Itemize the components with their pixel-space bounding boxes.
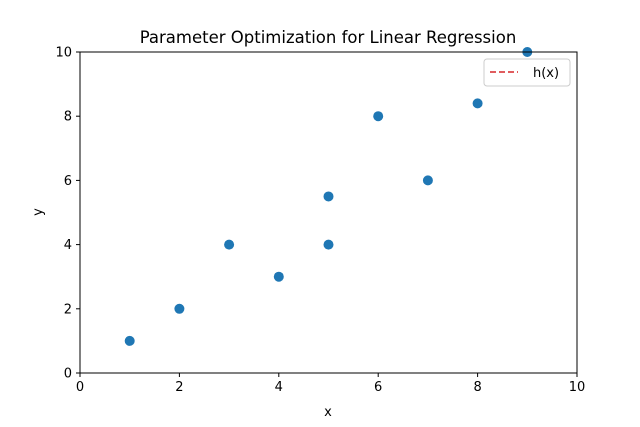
data-points [124,47,533,346]
chart-title: Parameter Optimization for Linear Regres… [140,28,517,47]
plot-frame [79,51,578,374]
x-axis-label: x [324,405,332,420]
axis-ticks: 0 2 4 6 8 10 0 2 4 6 8 10 [55,46,585,396]
x-tick-label: 6 [374,380,382,395]
legend-label-h-x: h(x) [533,66,559,81]
x-tick-label: 4 [275,380,283,395]
data-point [373,111,384,122]
data-point [472,98,483,109]
y-tick-label: 10 [55,46,72,61]
data-point [174,303,185,314]
data-point [422,175,433,186]
y-tick-label: 0 [64,367,72,382]
legend-box [483,58,571,87]
x-tick-label: 2 [175,380,183,395]
data-point [323,191,334,202]
data-point [124,335,135,346]
y-tick-label: 8 [64,110,72,125]
x-tick-label: 8 [473,380,481,395]
data-point [323,239,334,250]
data-point [273,271,284,282]
data-point [224,239,235,250]
y-tick-label: 4 [64,238,72,253]
y-tick-label: 2 [64,302,72,317]
y-tick-label: 6 [64,174,72,189]
x-tick-label: 0 [76,380,84,395]
y-axis-label: y [31,208,46,216]
x-tick-label: 10 [569,380,586,395]
legend: h(x) [483,58,571,87]
